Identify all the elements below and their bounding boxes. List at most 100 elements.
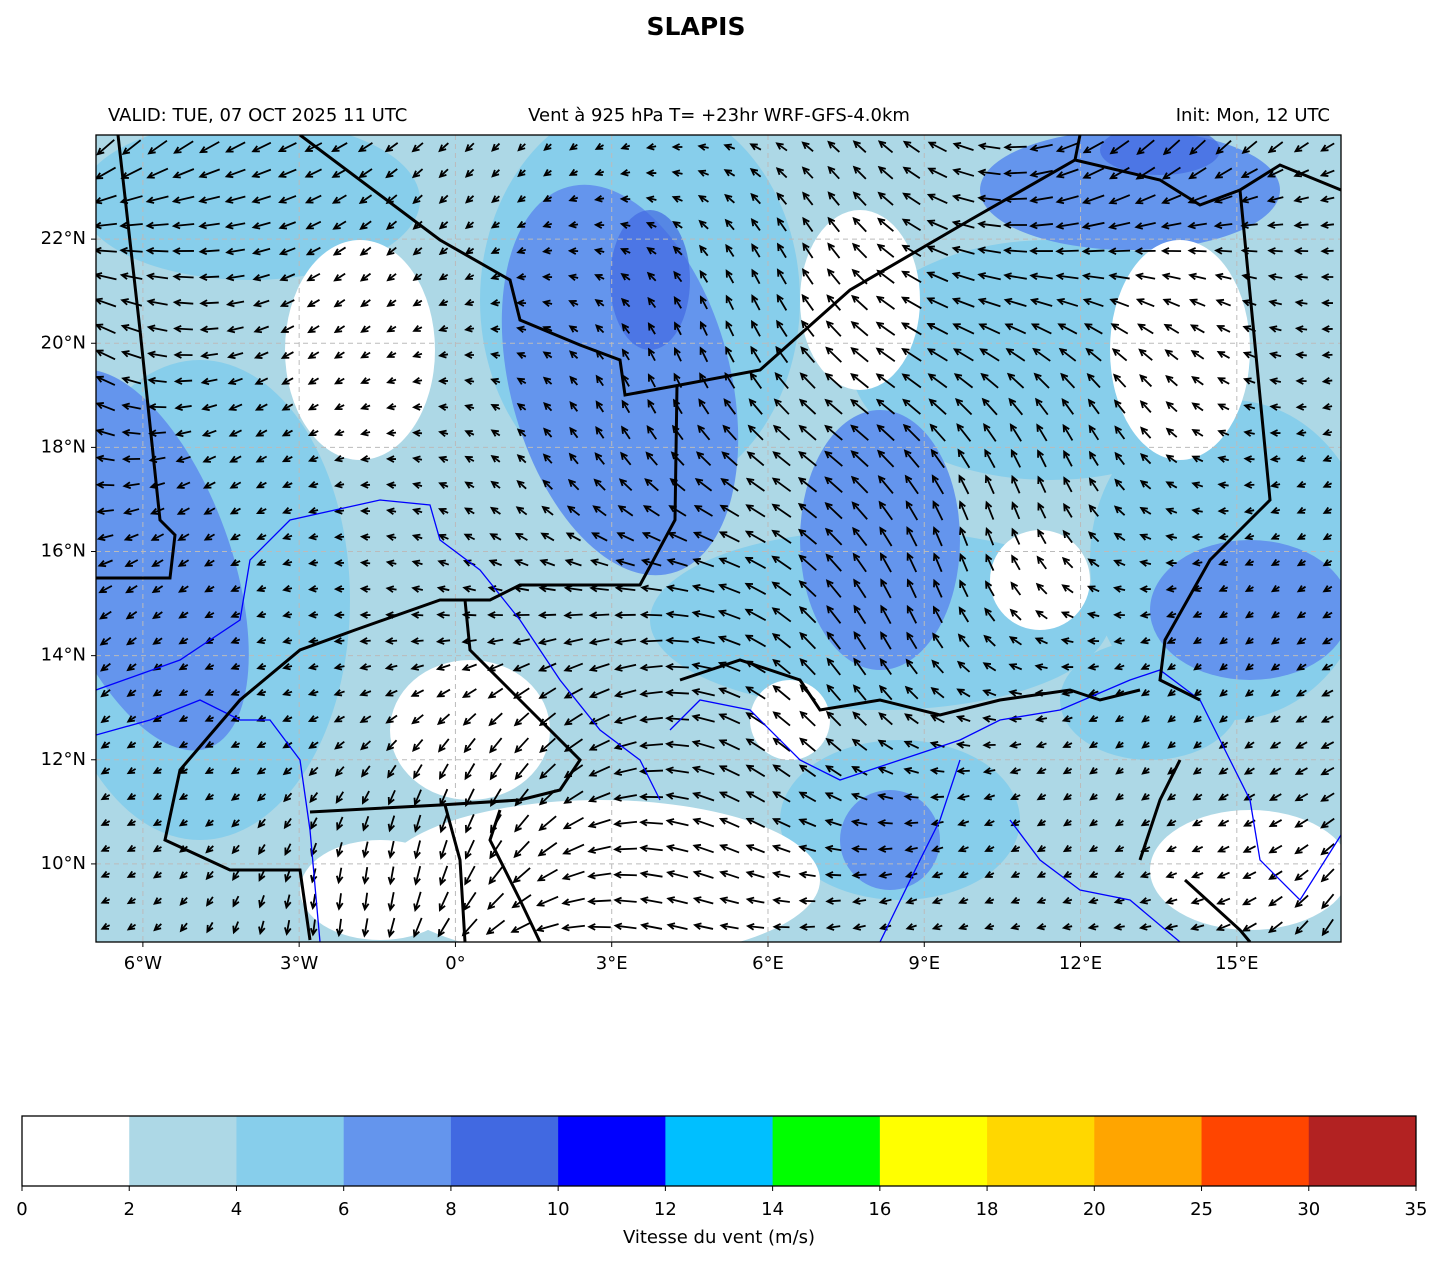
arrow <box>178 688 189 696</box>
arrow <box>308 585 319 593</box>
arrow <box>335 867 344 885</box>
arrow <box>771 818 791 828</box>
arrow <box>613 845 637 854</box>
arrow <box>666 558 688 567</box>
arrow <box>825 897 841 905</box>
arrow <box>438 455 449 464</box>
arrow <box>1320 247 1334 255</box>
grid <box>96 135 1341 942</box>
arrow <box>173 325 193 333</box>
arrow <box>387 840 396 859</box>
arrow <box>172 298 194 307</box>
arrow <box>1244 610 1254 619</box>
arrow <box>697 169 709 177</box>
arrow <box>411 168 424 179</box>
arrow <box>1036 423 1048 442</box>
arrow <box>412 273 423 282</box>
arrow <box>307 351 320 359</box>
arrow <box>358 168 373 179</box>
arrow <box>1245 663 1254 671</box>
arrow <box>254 403 268 411</box>
arrow <box>516 325 527 334</box>
arrow <box>1243 403 1256 411</box>
arrow <box>1063 449 1073 467</box>
arrow <box>542 479 553 490</box>
x-tick-label: 9°E <box>908 953 940 974</box>
arrow <box>613 896 637 905</box>
arrow <box>333 351 345 359</box>
arrow <box>359 663 372 671</box>
arrow <box>304 194 322 204</box>
arrow <box>1321 637 1333 645</box>
arrow <box>536 868 558 882</box>
arrow <box>588 663 610 672</box>
arrow <box>1216 871 1230 879</box>
arrow <box>126 637 137 646</box>
arrow <box>1011 554 1021 571</box>
arrow <box>231 844 240 855</box>
arrow <box>771 503 792 518</box>
arrow <box>619 195 631 203</box>
arrow <box>258 869 266 882</box>
arrow <box>464 324 475 333</box>
arrow <box>1087 923 1099 931</box>
arrow <box>984 871 995 878</box>
arrow <box>438 324 449 333</box>
arrow <box>385 429 397 437</box>
arrow <box>284 843 292 857</box>
arrow <box>985 526 995 546</box>
arrow <box>639 741 664 750</box>
arrow <box>826 268 841 285</box>
arrow <box>464 813 475 834</box>
arrow <box>1003 272 1027 280</box>
arrow <box>232 870 240 882</box>
wind-field <box>96 135 1341 942</box>
arrow <box>305 246 321 256</box>
arrow <box>283 792 293 803</box>
arrow <box>1002 221 1027 229</box>
arrow <box>230 662 241 670</box>
arrow <box>412 507 423 516</box>
arrow <box>985 553 995 572</box>
arrow <box>645 142 657 151</box>
colorbar-tick-label: 25 <box>1190 1199 1213 1220</box>
arrow <box>1243 506 1255 515</box>
arrow <box>179 897 188 906</box>
arrow <box>644 478 659 492</box>
arrow <box>385 714 398 724</box>
arrow <box>1270 558 1280 566</box>
arrow <box>282 558 293 567</box>
arrow <box>1294 325 1308 333</box>
arrow <box>1321 299 1333 307</box>
arrow <box>926 271 949 283</box>
arrow <box>697 143 709 151</box>
arrow <box>100 896 111 904</box>
arrow <box>640 584 662 593</box>
arrow <box>385 220 398 231</box>
arrow <box>615 558 635 567</box>
arrow <box>563 687 584 699</box>
arrow <box>1219 636 1228 645</box>
arrow <box>718 583 741 594</box>
arrow <box>307 455 319 463</box>
arrow <box>825 710 842 727</box>
arrow <box>952 323 975 335</box>
arrow <box>201 429 217 437</box>
arrow <box>1029 297 1053 307</box>
arrow <box>334 403 345 411</box>
arrow <box>851 738 868 751</box>
arrow <box>438 194 449 204</box>
arrow <box>931 923 943 931</box>
x-tick-label: 6°W <box>124 953 162 974</box>
arrow <box>1140 453 1152 465</box>
arrow <box>927 373 948 389</box>
arrow <box>413 865 422 886</box>
x-tick-label: 15°E <box>1215 953 1258 974</box>
arrow <box>1086 372 1101 389</box>
arrow <box>1191 533 1203 541</box>
arrow <box>1217 793 1229 801</box>
arrow <box>798 870 816 879</box>
arrow <box>1062 741 1073 748</box>
arrow <box>1062 767 1073 775</box>
arrow <box>331 142 348 153</box>
